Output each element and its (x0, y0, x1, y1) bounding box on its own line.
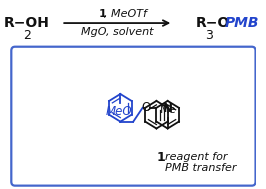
Text: , MeOTf: , MeOTf (104, 9, 147, 19)
Text: PMB: PMB (225, 16, 260, 30)
Text: Me: Me (159, 105, 176, 115)
Text: reagent for: reagent for (165, 152, 227, 162)
Text: 1: 1 (157, 151, 165, 163)
FancyBboxPatch shape (11, 47, 256, 186)
Text: PMB transfer: PMB transfer (165, 163, 236, 173)
Text: MeO: MeO (106, 105, 133, 118)
Text: 2: 2 (23, 29, 31, 42)
Text: R−O: R−O (196, 16, 230, 30)
Text: 3: 3 (205, 29, 213, 42)
Text: MgO, solvent: MgO, solvent (81, 27, 153, 37)
Text: 1: 1 (98, 9, 106, 19)
Text: O: O (142, 101, 151, 114)
Text: R−OH: R−OH (4, 16, 50, 30)
Text: N: N (163, 102, 173, 115)
